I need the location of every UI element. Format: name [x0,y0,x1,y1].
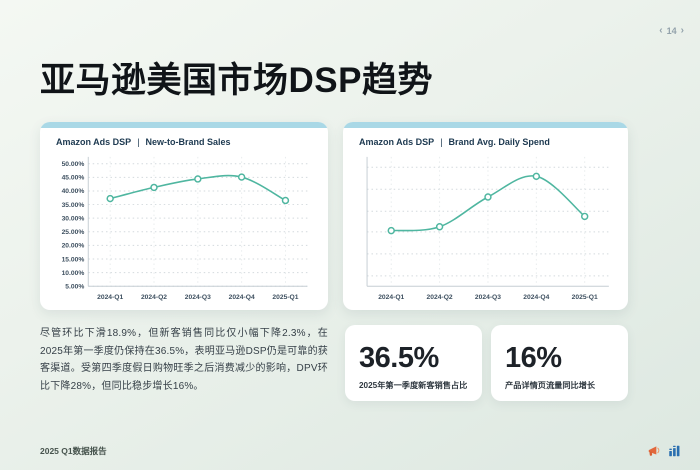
megaphone-icon [648,446,660,456]
svg-text:2024-Q3: 2024-Q3 [475,294,501,301]
report-label: 2025 Q1数据报告 [40,446,107,456]
svg-text:2024-Q1: 2024-Q1 [378,294,404,301]
stat-cards: 36.5% 2025年第一季度新客销售占比 16% 产品详情页流量同比增长 [345,325,628,401]
chart-header-separator: | [137,137,140,147]
charts-row: Amazon Ads DSP | New-to-Brand Sales 50.0… [40,122,628,310]
svg-text:10.00%: 10.00% [62,270,85,277]
footer-logos [647,444,682,458]
svg-text:20.00%: 20.00% [62,243,85,250]
svg-text:45.00%: 45.00% [62,175,85,182]
stat-value: 16% [505,341,562,374]
line-chart-new-to-brand-sales: 50.00% 45.00% 40.00% 35.00% 30.00% 25.00% 20.0… [62,156,308,301]
stat-card-dpv-growth: 16% 产品详情页流量同比增长 [491,325,628,401]
chart-card-new-to-brand: Amazon Ads DSP | New-to-Brand Sales 50.0… [40,122,328,310]
stat-value: 36.5% [359,341,439,374]
page-title: 亚马逊美国市场DSP趋势 [40,61,433,100]
svg-text:50.00%: 50.00% [62,161,85,168]
svg-text:35.00%: 35.00% [62,202,85,209]
svg-text:30.00%: 30.00% [62,215,85,222]
page-nav: ‹ 14 › [659,25,684,37]
svg-text:2024-Q2: 2024-Q2 [427,294,453,301]
stat-card-new-customer-share: 36.5% 2025年第一季度新客销售占比 [345,325,482,401]
chart-card-daily-spend: Amazon Ads DSP | Brand Avg. Daily Spend … [343,122,628,310]
svg-text:2024-Q4: 2024-Q4 [523,294,549,301]
svg-text:2025-Q1: 2025-Q1 [272,294,298,301]
svg-text:40.00%: 40.00% [62,188,85,195]
chart-header-separator: | [440,137,443,147]
svg-text:2024-Q1: 2024-Q1 [97,294,123,301]
chart-header: Amazon Ads DSP | Brand Avg. Daily Spend [343,128,628,149]
bar-chart-logo-icon [669,445,680,457]
svg-text:2024-Q2: 2024-Q2 [141,294,167,301]
svg-text:2024-Q4: 2024-Q4 [229,294,255,301]
prev-page-icon[interactable]: ‹ [659,25,663,36]
chart-metric-label: New-to-Brand Sales [145,137,231,147]
card-accent-bar [40,122,328,128]
chart-brand-label: Amazon Ads DSP [359,137,435,147]
svg-text:15.00%: 15.00% [62,256,85,263]
chart-metric-label: Brand Avg. Daily Spend [448,137,550,147]
card-accent-bar [343,122,628,128]
stat-label: 2025年第一季度新客销售占比 [359,381,468,390]
chart-body: 50.00% 45.00% 40.00% 35.00% 30.00% 25.00% 20.0… [40,149,328,303]
bottom-row: 尽管环比下滑18.9%，但新客销售同比仅小幅下降2.3%，在2025年第一季度仍… [40,325,628,401]
svg-text:2025-Q1: 2025-Q1 [572,294,598,301]
svg-text:2024-Q3: 2024-Q3 [185,294,211,301]
chart-brand-label: Amazon Ads DSP [56,137,132,147]
page-number: 14 [666,26,677,36]
insight-paragraph: 尽管环比下滑18.9%，但新客销售同比仅小幅下降2.3%，在2025年第一季度仍… [40,328,328,392]
chart-body: 2024-Q1 2024-Q2 2024-Q3 2024-Q4 2025-Q1 [343,149,628,303]
svg-text:25.00%: 25.00% [62,229,85,236]
svg-text:5.00%: 5.00% [65,283,84,290]
footer: 2025 Q1数据报告 [40,442,682,460]
stat-label: 产品详情页流量同比增长 [505,381,596,390]
chart-header: Amazon Ads DSP | New-to-Brand Sales [40,128,328,149]
line-chart-brand-avg-daily-spend: 2024-Q1 2024-Q2 2024-Q3 2024-Q4 2025-Q1 [366,156,609,301]
next-page-icon[interactable]: › [680,25,684,36]
